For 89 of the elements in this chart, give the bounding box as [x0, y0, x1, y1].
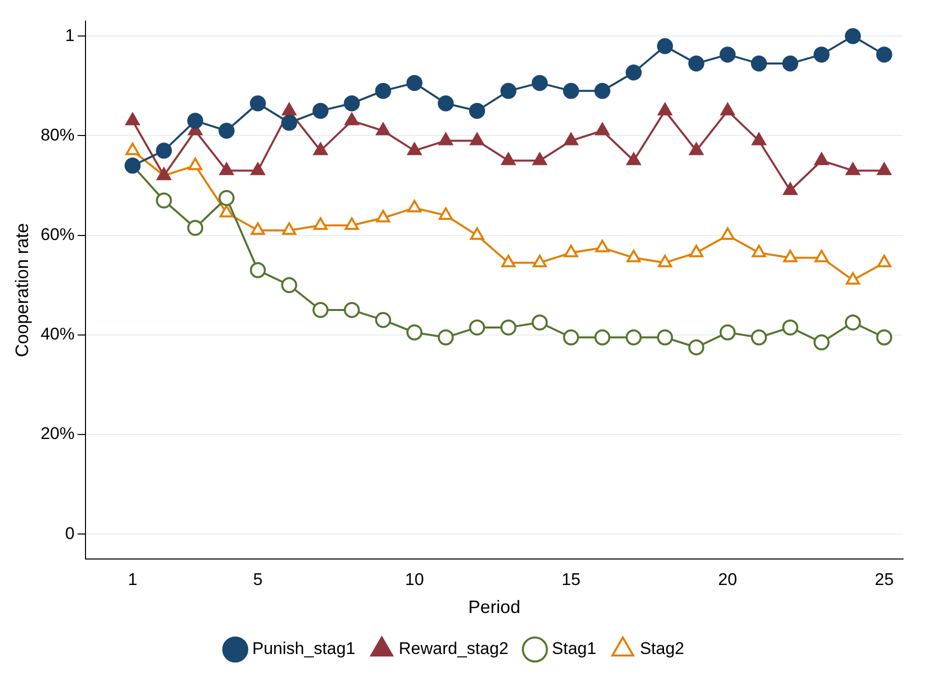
point — [376, 210, 390, 222]
point — [375, 312, 392, 328]
point — [187, 220, 204, 236]
point — [250, 222, 265, 235]
point — [752, 132, 766, 146]
point — [532, 314, 548, 330]
point — [564, 244, 578, 258]
point — [532, 152, 547, 166]
point — [595, 122, 610, 136]
point — [626, 329, 642, 346]
point — [783, 250, 798, 262]
point — [720, 227, 735, 240]
y-tick-label: 60% — [40, 225, 75, 244]
y-tick-label: 40% — [40, 324, 75, 344]
point — [438, 207, 453, 220]
point — [720, 324, 736, 340]
point — [876, 329, 892, 346]
point — [501, 254, 516, 268]
point — [470, 132, 484, 146]
x-tick-label: 5 — [253, 570, 263, 589]
point — [406, 324, 422, 340]
point — [594, 329, 610, 346]
point — [877, 162, 892, 176]
x-tick-label: 10 — [404, 570, 424, 589]
point — [626, 152, 641, 166]
legend-label: Stag1 — [552, 639, 596, 658]
point — [126, 112, 140, 126]
legend-label: Stag2 — [640, 639, 684, 658]
point — [656, 329, 673, 346]
point — [846, 162, 860, 176]
point — [814, 250, 829, 262]
point — [658, 254, 672, 268]
point — [720, 102, 735, 116]
point — [188, 158, 202, 170]
point — [688, 339, 704, 356]
legend-label: Punish_stag1 — [252, 639, 356, 658]
point — [658, 102, 672, 116]
point — [501, 152, 516, 166]
point — [344, 112, 359, 126]
point — [752, 244, 766, 258]
point — [689, 244, 704, 258]
point — [376, 122, 390, 136]
point — [563, 329, 580, 346]
point — [438, 329, 454, 346]
point — [407, 142, 422, 156]
point — [469, 319, 486, 336]
point — [218, 190, 235, 206]
point — [626, 250, 641, 262]
point — [750, 329, 767, 346]
y-tick-label: 1 — [65, 26, 75, 45]
point — [532, 254, 547, 268]
point — [282, 222, 296, 235]
point — [281, 277, 298, 294]
point — [313, 217, 328, 230]
point — [470, 227, 484, 240]
point — [407, 200, 422, 212]
point — [250, 162, 265, 176]
x-tick-label: 1 — [128, 570, 138, 589]
y-tick-label: 80% — [40, 125, 75, 144]
point — [156, 192, 172, 208]
point — [564, 132, 578, 146]
x-tick-label: 25 — [874, 570, 894, 589]
point — [282, 102, 296, 116]
x-tick-label: 15 — [562, 570, 580, 589]
point — [344, 217, 359, 230]
y-axis-title: Cooperation rate — [12, 223, 32, 358]
point — [595, 240, 610, 252]
point — [500, 319, 516, 336]
point — [877, 254, 892, 268]
point — [219, 204, 234, 218]
point — [344, 302, 360, 318]
point — [126, 142, 140, 156]
x-tick-label: 20 — [718, 570, 738, 589]
point — [313, 142, 328, 156]
x-axis-title: Period — [468, 597, 520, 618]
point — [844, 314, 861, 330]
point — [438, 132, 453, 146]
point — [689, 142, 704, 156]
point — [782, 319, 798, 336]
point — [814, 152, 829, 166]
point — [250, 262, 266, 278]
point — [219, 162, 234, 176]
y-tick-label: 0 — [65, 524, 75, 543]
point — [312, 302, 329, 318]
point — [783, 182, 798, 196]
legend-label: Reward_stag2 — [398, 639, 508, 658]
y-tick-label: 20% — [40, 424, 75, 444]
point — [846, 272, 860, 285]
point — [814, 334, 830, 350]
